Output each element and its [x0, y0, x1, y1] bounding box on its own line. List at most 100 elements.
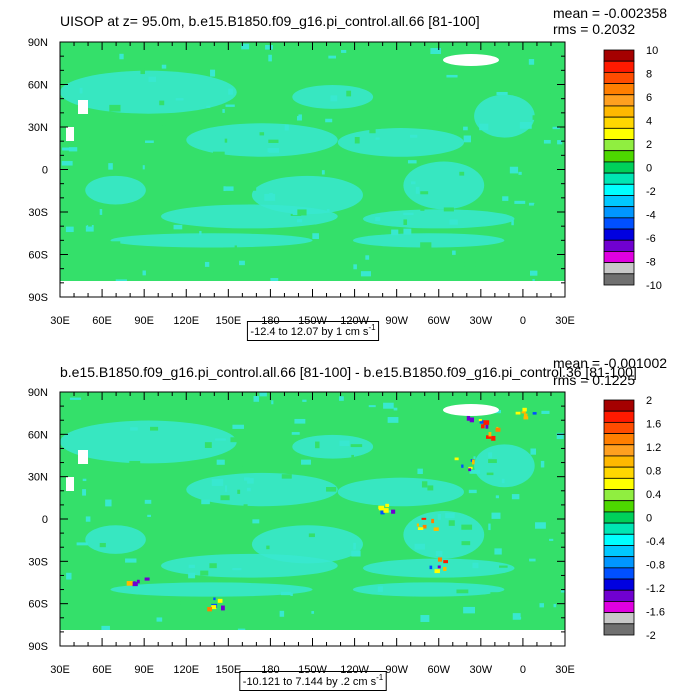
field-speckle — [250, 185, 257, 191]
field-speckle — [85, 225, 94, 232]
anomaly-speckle — [486, 435, 492, 439]
anomaly-speckle — [485, 424, 489, 429]
field-speckle — [384, 74, 391, 81]
field-speckle — [499, 565, 508, 568]
x-tick-label: 90W — [385, 315, 408, 327]
field-speckle — [66, 572, 72, 580]
field-speckle — [417, 468, 423, 474]
x-tick-label: 0 — [520, 664, 526, 676]
anomaly-speckle — [144, 577, 150, 581]
field-speckle — [128, 214, 133, 220]
field-speckle — [232, 424, 244, 429]
field-speckle — [252, 519, 260, 524]
y-tick-label: 90N — [28, 37, 48, 49]
colorbar-swatch — [603, 522, 635, 535]
anomaly-speckle — [466, 415, 471, 421]
field-speckle — [333, 470, 344, 477]
field-speckle — [519, 122, 532, 129]
field-speckle — [284, 124, 289, 131]
field-speckle — [225, 104, 235, 107]
field-patch — [186, 123, 338, 157]
field-speckle — [511, 220, 514, 226]
x-tick-label: 30E — [555, 315, 575, 327]
stat-mean: mean = -0.001002 — [553, 355, 667, 371]
field-speckle — [411, 408, 417, 412]
field-speckle — [351, 454, 354, 459]
anomaly-speckle — [481, 424, 485, 429]
field-patch — [60, 70, 237, 114]
field-speckle — [125, 558, 137, 563]
field-speckle — [385, 510, 392, 513]
anomaly-speckle — [378, 505, 385, 510]
field-speckle — [518, 171, 522, 175]
field-speckle — [554, 120, 561, 124]
field-speckle — [546, 195, 550, 200]
colorbar-label: -0.4 — [646, 536, 665, 548]
field-speckle — [147, 514, 151, 518]
field-speckle — [405, 408, 411, 412]
field-speckle — [367, 121, 380, 125]
colorbar-swatch — [603, 477, 635, 490]
y-tick-label: 0 — [42, 165, 48, 177]
missing-data — [66, 127, 74, 141]
field-speckle — [473, 456, 476, 460]
anomaly-speckle — [437, 565, 441, 569]
field-speckle — [87, 273, 97, 280]
field-speckle — [209, 563, 217, 569]
field-speckle — [140, 145, 149, 151]
anomaly-speckle — [207, 606, 213, 612]
anomaly-speckle — [417, 527, 424, 530]
field-speckle — [304, 50, 311, 57]
field-speckle — [265, 45, 273, 50]
field-speckle — [420, 615, 430, 622]
field-speckle — [105, 499, 112, 507]
colorbar-swatch — [603, 71, 635, 84]
field-speckle — [523, 600, 536, 605]
field-speckle — [181, 181, 194, 186]
field-speckle — [294, 418, 306, 424]
field-speckle — [549, 446, 554, 452]
field-speckle — [253, 396, 260, 402]
field-speckle — [144, 499, 152, 504]
field-speckle — [346, 90, 352, 97]
colorbar-swatch — [603, 83, 635, 96]
field-speckle — [239, 260, 245, 266]
colorbar-swatch — [603, 578, 635, 591]
field-speckle — [370, 426, 376, 434]
colorbar-label: 0.4 — [646, 489, 661, 501]
field-speckle — [496, 91, 508, 96]
colorbar-swatch — [603, 105, 635, 118]
colorbar-label: 8 — [646, 69, 652, 81]
field-speckle — [354, 137, 360, 144]
colorbar-label: -1.6 — [646, 607, 665, 619]
field-speckle — [468, 489, 477, 494]
field-speckle — [108, 241, 121, 244]
colorbar-swatch — [603, 623, 635, 636]
field-speckle — [490, 592, 501, 599]
field-speckle — [179, 516, 184, 521]
field-speckle — [237, 489, 241, 494]
field-speckle — [142, 270, 146, 276]
field-patch — [110, 233, 313, 248]
anomaly-speckle — [472, 459, 475, 465]
field-speckle — [292, 208, 299, 216]
field-speckle — [159, 100, 165, 106]
field-speckle — [429, 122, 438, 127]
field-speckle — [249, 273, 254, 276]
y-tick-label: 30S — [28, 556, 48, 568]
field-speckle — [551, 115, 557, 122]
anomaly-speckle — [523, 413, 528, 417]
field-speckle — [204, 442, 212, 448]
field-speckle — [326, 487, 337, 492]
field-speckle — [528, 202, 535, 206]
y-tick-label: 90S — [28, 641, 48, 653]
field-patch — [251, 175, 363, 215]
anomaly-speckle — [532, 412, 537, 415]
range-note: -12.4 to 12.07 by 1 cm s-1 — [250, 323, 376, 338]
field-speckle — [524, 616, 532, 619]
colorbar-swatch — [603, 60, 635, 73]
field-speckle — [176, 43, 183, 49]
colorbar-swatch — [603, 127, 635, 140]
field-speckle — [325, 118, 333, 123]
field-speckle — [296, 114, 302, 121]
